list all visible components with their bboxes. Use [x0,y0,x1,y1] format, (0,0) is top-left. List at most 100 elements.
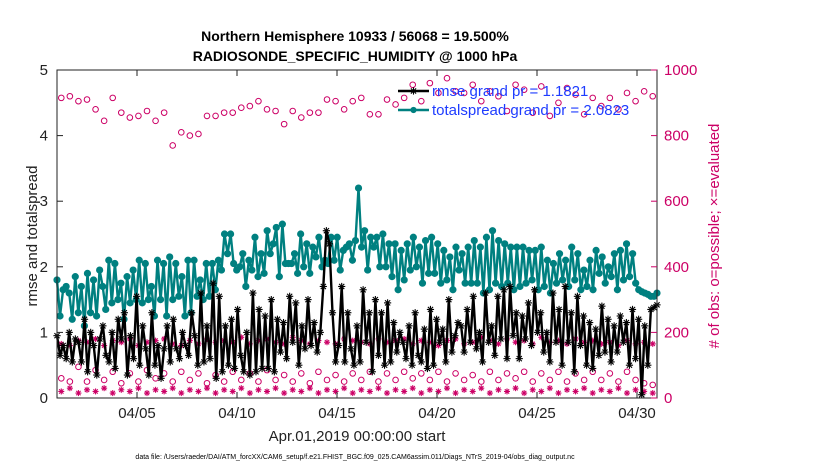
y-axis-label: rmse and totalspread [24,166,41,307]
obs-evaluated-marker [486,390,493,397]
totalspread-point [574,250,582,258]
rmse-series [53,227,661,399]
obs-possible-marker [186,376,194,384]
totalspread-point [309,243,317,251]
totalspread-point [592,246,600,254]
rmse-point [405,322,413,330]
obs-evaluated-marker [435,388,442,395]
rmse-point [475,328,484,336]
obs-possible-marker [537,370,545,377]
totalspread-point [443,276,451,284]
totalspread-point [290,250,299,258]
obs-possible-marker [109,94,117,102]
totalspread-point [297,230,305,238]
totalspread-point [461,279,469,287]
totalspread-point [571,276,579,284]
rmse-point [148,309,156,317]
rmse-point [478,358,487,366]
obs-possible-marker [126,114,134,121]
rmse-point [408,361,416,369]
rmse-point [221,322,229,330]
rmse-point [347,345,355,353]
y-right-tick-label: 600 [664,193,689,210]
obs-evaluated-marker [75,390,82,397]
totalspread-point [336,266,344,274]
totalspread-point [266,250,274,258]
rmse-point [460,348,468,356]
obs-possible-marker [83,378,91,385]
rmse-point [252,368,260,376]
rmse-point [344,309,352,317]
totalspread-point [196,276,204,284]
rmse-point [59,341,67,350]
obs-evaluated-marker [555,390,562,397]
obs-evaluated-marker [624,390,630,397]
obs-possible-marker [100,117,108,125]
totalspread-point [586,256,594,264]
rmse-point [561,282,569,291]
totalspread-point [312,253,320,261]
obs-series-3 [58,385,656,397]
rmse-point [488,322,496,330]
rmse-point [136,361,144,369]
obs-evaluated-marker [589,390,596,397]
rmse-point [463,305,471,314]
totalspread-point [71,273,79,281]
totalspread-point [513,243,521,251]
rmse-point [276,348,285,356]
obs-possible-marker [580,110,588,118]
rmse-point [191,332,199,340]
totalspread-point [558,276,567,284]
obs-possible-marker [57,375,65,382]
totalspread-point [269,240,277,248]
x-tick-label: 04/30 [618,405,656,422]
rmse-point [524,299,533,307]
totalspread-point [108,299,116,307]
plot-marks [53,74,661,399]
totalspread-point [330,256,338,264]
obs-evaluated-marker [538,388,545,395]
rmse-point [368,368,376,376]
rmse-point [261,312,269,320]
obs-evaluated-marker [66,385,73,392]
obs-possible-marker [323,376,331,384]
rmse-point [396,328,404,336]
obs-evaluated-marker [289,386,296,393]
totalspread-point [62,282,70,291]
obs-possible-marker [75,97,82,105]
obs-evaluated-marker [512,385,519,392]
obs-evaluated-marker [92,388,99,395]
obs-possible-marker [426,79,434,87]
rmse-point [481,289,490,297]
obs-possible-marker [186,132,194,139]
rmse-point [402,355,410,363]
totalspread-point [452,243,460,251]
obs-possible-marker [280,371,288,379]
x-tick-label: 04/25 [518,405,556,422]
obs-possible-marker [632,376,639,384]
rmse-point [592,325,600,333]
totalspread-point [99,282,107,291]
rmse-point [466,338,474,346]
rmse-point [282,355,291,363]
totalspread-point [315,233,323,241]
rmse-point [273,315,282,323]
totalspread-point [549,259,558,268]
totalspread-point [625,273,634,281]
obs-evaluated-marker [195,388,202,395]
y-right-tick-label: 200 [664,324,689,341]
rmse-point [485,338,493,346]
y-tick-label: 4 [40,128,48,145]
rmse-point [246,371,254,379]
totalspread-point [601,279,609,287]
obs-possible-marker [537,83,545,90]
obs-evaluated-marker [632,386,639,393]
totalspread-point [488,227,497,235]
obs-possible-marker [383,370,391,377]
obs-possible-marker [417,370,425,377]
rmse-point [644,361,652,369]
rmse-legend-marker [409,87,418,95]
obs-possible-marker [486,88,494,95]
rmse-point [457,322,465,330]
